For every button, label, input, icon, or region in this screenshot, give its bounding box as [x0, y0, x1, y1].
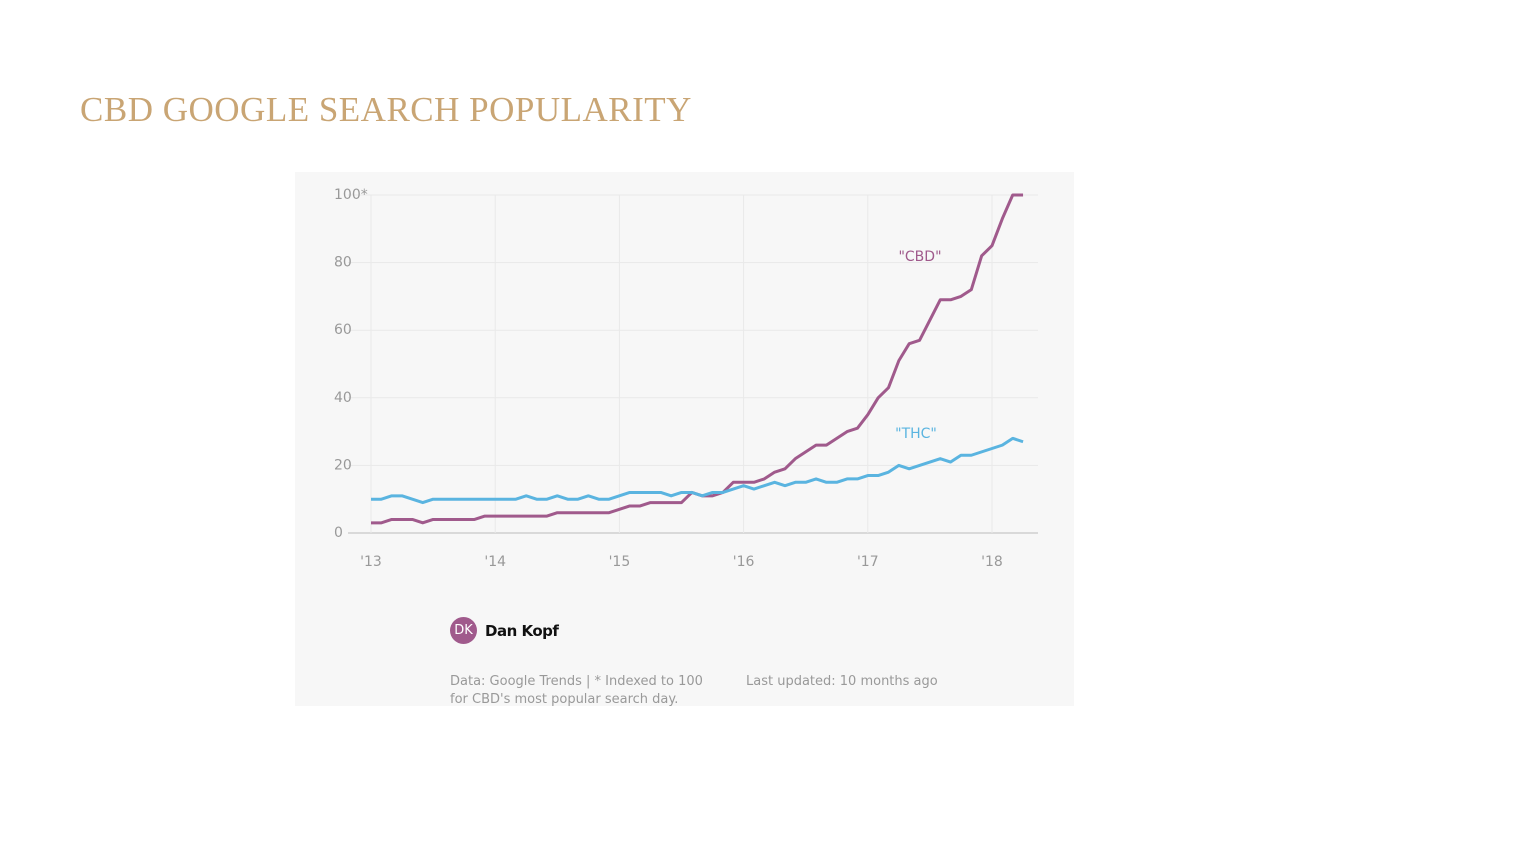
byline: DK Dan Kopf — [450, 617, 559, 644]
x-tick-label: '14 — [484, 554, 506, 570]
slide-title: CBD GOOGLE SEARCH POPULARITY — [80, 90, 692, 129]
series-line — [371, 193, 1024, 525]
x-tick-label: '17 — [857, 554, 879, 570]
y-tick-label: 20 — [334, 457, 352, 473]
x-tick-label: '13 — [360, 554, 382, 570]
series-label: "THC" — [895, 426, 937, 442]
x-tick-label: '18 — [981, 554, 1003, 570]
y-tick-label: 0 — [334, 525, 343, 541]
chart-panel: 0 20 40 60 80 100* '13 '14 '15 '16 '17 '18 "CBD" "THC… — [295, 172, 1074, 706]
updated-note: Last updated: 10 months ago — [746, 674, 938, 689]
author-avatar: DK — [450, 617, 477, 644]
y-tick-label: 80 — [334, 255, 352, 271]
y-tick-label: 40 — [334, 390, 352, 406]
chart: 0 20 40 60 80 100* '13 '14 '15 '16 '17 '18 "CBD" "THC… — [334, 187, 1038, 570]
author-name: Dan Kopf — [485, 621, 559, 640]
y-tick-label: 60 — [334, 322, 352, 338]
source-note: Data: Google Trends | * Indexed to 100 f… — [450, 674, 703, 706]
series-label: "CBD" — [898, 249, 941, 265]
y-tick-label: 100* — [334, 187, 368, 203]
series-line — [371, 436, 1024, 505]
x-tick-label: '16 — [733, 554, 755, 570]
x-tick-label: '15 — [609, 554, 631, 570]
